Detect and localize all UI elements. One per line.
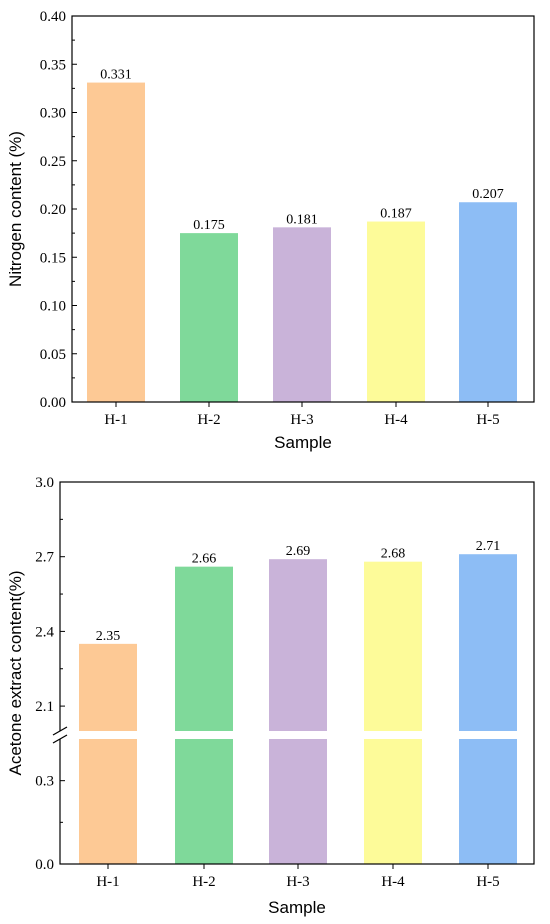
data-label-nitrogen-H-4: 0.187 [380, 207, 412, 222]
ytick-label-nitrogen: 0.00 [40, 395, 66, 411]
data-label-nitrogen-H-2: 0.175 [193, 218, 225, 233]
bar-acetone-lower-H-1 [79, 739, 137, 864]
ytick-label-acetone: 2.7 [35, 550, 54, 566]
ytick-label-nitrogen: 0.05 [40, 347, 66, 363]
ytick-label-nitrogen: 0.20 [40, 202, 66, 218]
xtick-label-acetone-H-1: H-1 [96, 874, 119, 890]
ytick-label-nitrogen: 0.40 [40, 9, 66, 25]
data-label-acetone-H-2: 2.66 [192, 552, 217, 567]
x-axis-title-nitrogen: Sample [274, 433, 332, 452]
ytick-label-acetone: 2.4 [35, 624, 54, 640]
bar-nitrogen-H-4 [367, 221, 425, 402]
data-label-acetone-H-1: 2.35 [96, 629, 121, 644]
xtick-label-acetone-H-4: H-4 [381, 874, 405, 890]
bar-acetone-H-4 [364, 561, 422, 731]
bar-acetone-lower-H-5 [459, 739, 517, 864]
axis-break-mark [52, 726, 68, 736]
ytick-label-acetone: 2.1 [35, 699, 54, 715]
bar-nitrogen-H-3 [273, 227, 331, 402]
ytick-label-acetone: 3.0 [35, 475, 54, 491]
bar-acetone-H-3 [269, 559, 327, 731]
y-axis-title-acetone: Acetone extract content(%) [6, 570, 25, 775]
xtick-label-nitrogen-H-3: H-3 [290, 412, 313, 428]
data-label-acetone-H-5: 2.71 [476, 539, 501, 554]
x-axis-title-acetone: Sample [268, 898, 326, 917]
bar-nitrogen-H-5 [459, 202, 517, 402]
ytick-label-nitrogen: 0.35 [40, 57, 66, 73]
data-label-nitrogen-H-5: 0.207 [472, 187, 504, 202]
xtick-label-nitrogen-H-4: H-4 [384, 412, 408, 428]
y-axis-title-nitrogen: Nitrogen content (%) [6, 131, 25, 287]
bar-acetone-lower-H-4 [364, 739, 422, 864]
data-label-acetone-H-3: 2.69 [286, 544, 311, 559]
bar-nitrogen-H-2 [180, 233, 238, 402]
xtick-label-acetone-H-5: H-5 [476, 874, 499, 890]
xtick-label-nitrogen-H-1: H-1 [104, 412, 127, 428]
ytick-label-acetone: 0.3 [35, 774, 54, 790]
bar-acetone-lower-H-2 [175, 739, 233, 864]
bar-acetone-H-5 [459, 554, 517, 731]
xtick-label-nitrogen-H-2: H-2 [197, 412, 220, 428]
data-label-nitrogen-H-3: 0.181 [286, 212, 318, 227]
ytick-label-nitrogen: 0.15 [40, 250, 66, 266]
ytick-label-nitrogen: 0.30 [40, 106, 66, 122]
ytick-label-nitrogen: 0.10 [40, 299, 66, 315]
data-label-nitrogen-H-1: 0.331 [100, 68, 132, 83]
bar-acetone-lower-H-3 [269, 739, 327, 864]
bar-nitrogen-H-1 [87, 82, 145, 403]
bar-acetone-H-1 [79, 643, 137, 731]
bar-acetone-H-2 [175, 566, 233, 731]
xtick-label-nitrogen-H-5: H-5 [476, 412, 499, 428]
chart-acetone: 2.35 2.66 2.69 2.68 2.71 0.0 0.3 2.1 2.4 2.7 3.0 H-… [6, 475, 535, 917]
xtick-label-acetone-H-3: H-3 [286, 874, 309, 890]
plot-frame-acetone [59, 481, 535, 865]
ytick-label-nitrogen: 0.25 [40, 154, 66, 170]
axis-break-mark [52, 734, 68, 744]
ytick-label-acetone: 0.0 [35, 857, 54, 873]
chart-nitrogen: 0.331 0.175 0.181 0.187 0.207 0.00 0.05 0.10 0.1… [6, 9, 535, 452]
data-label-acetone-H-4: 2.68 [381, 547, 406, 562]
axis-break-gap [52, 731, 68, 739]
xtick-label-acetone-H-2: H-2 [192, 874, 215, 890]
